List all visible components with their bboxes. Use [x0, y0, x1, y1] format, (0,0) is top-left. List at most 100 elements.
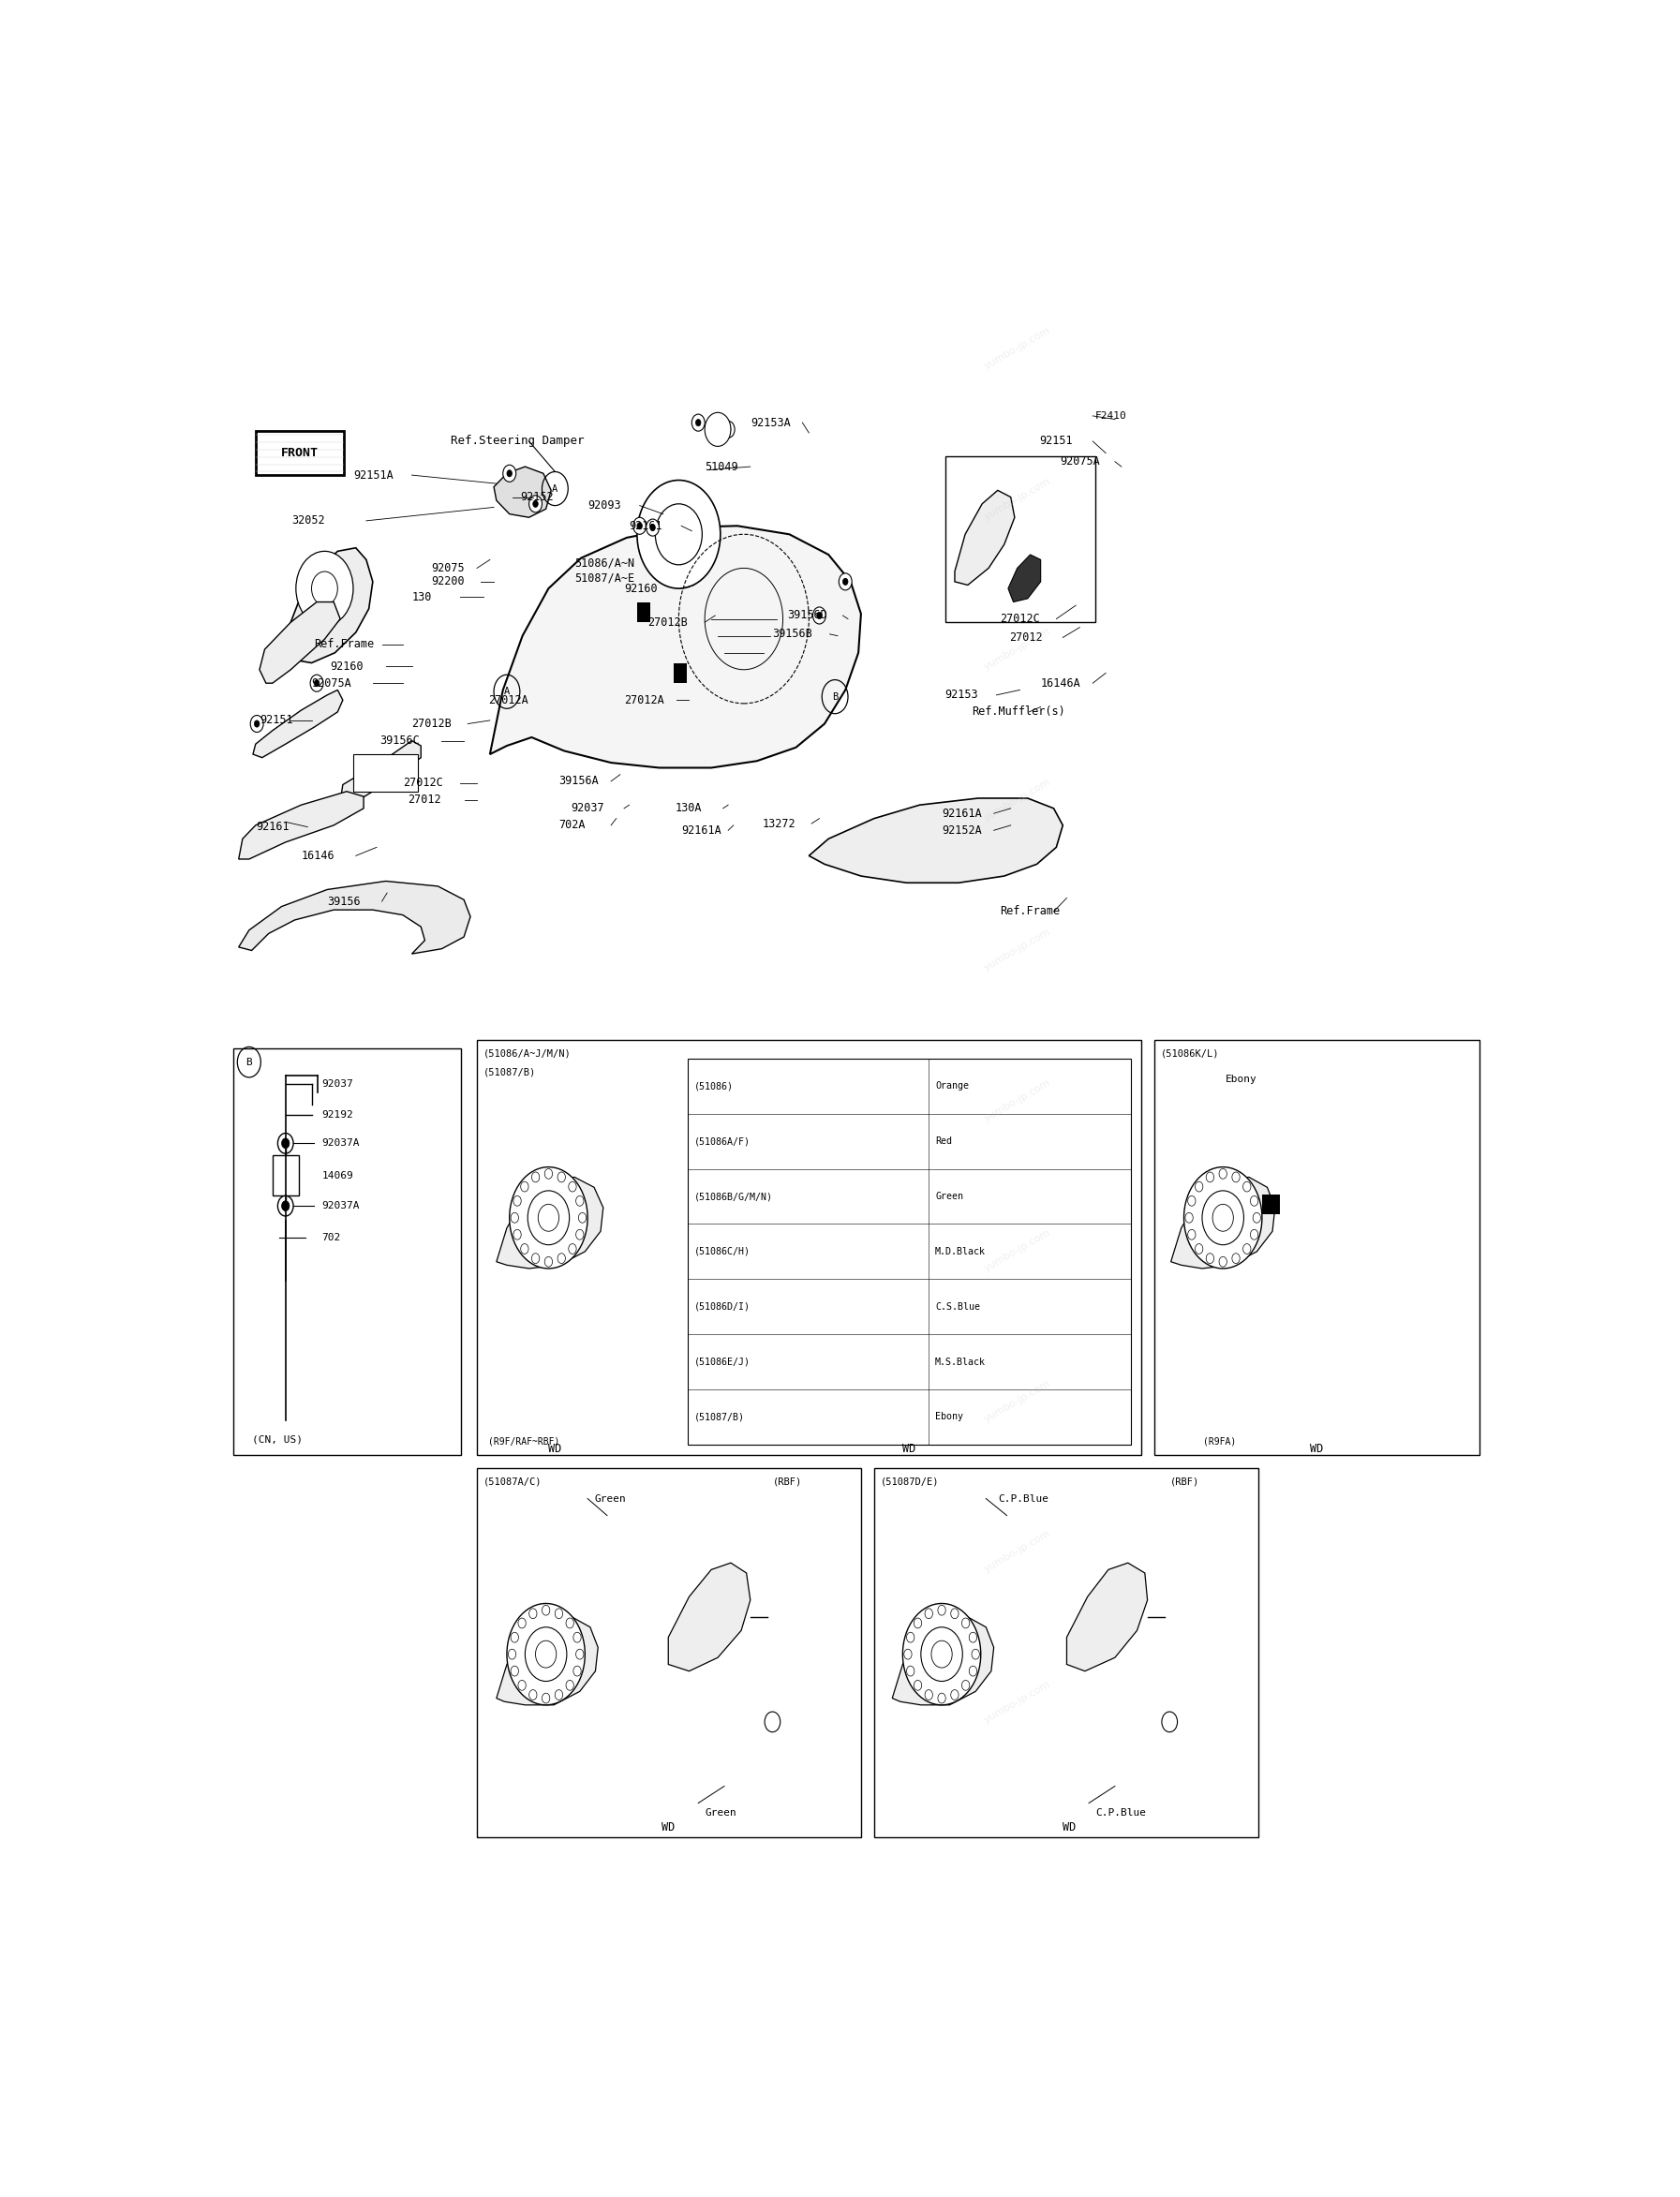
Text: 92192: 92192	[323, 1109, 353, 1118]
Text: (RBF): (RBF)	[773, 1476, 803, 1487]
Text: yumbo-jp.com: yumbo-jp.com	[983, 1077, 1052, 1123]
Circle shape	[951, 1608, 959, 1619]
Text: WD: WD	[1063, 1821, 1075, 1834]
Text: Ebony: Ebony	[1226, 1074, 1257, 1083]
Text: Ref.Muffler(s): Ref.Muffler(s)	[971, 705, 1065, 718]
Text: 92161A: 92161A	[942, 806, 981, 819]
Text: (51086C/H): (51086C/H)	[694, 1248, 751, 1257]
Circle shape	[311, 674, 323, 692]
Text: 51049: 51049	[706, 461, 738, 472]
Text: 39156: 39156	[328, 896, 361, 907]
Text: Ebony: Ebony	[936, 1413, 963, 1421]
PathPatch shape	[669, 1562, 751, 1672]
Circle shape	[514, 1230, 521, 1239]
Circle shape	[706, 413, 731, 446]
Circle shape	[1163, 1711, 1178, 1731]
Circle shape	[838, 573, 852, 591]
Circle shape	[1206, 1252, 1215, 1263]
Circle shape	[314, 679, 319, 685]
Circle shape	[914, 1681, 922, 1689]
PathPatch shape	[497, 1617, 598, 1705]
PathPatch shape	[282, 547, 373, 663]
Text: 702: 702	[323, 1233, 341, 1244]
Text: FRONT: FRONT	[281, 446, 319, 459]
Text: 13272: 13272	[763, 817, 795, 830]
Circle shape	[650, 525, 655, 532]
Circle shape	[926, 1608, 932, 1619]
Circle shape	[573, 1632, 581, 1643]
Circle shape	[254, 721, 259, 727]
Circle shape	[529, 1689, 538, 1700]
Text: 27012A: 27012A	[623, 694, 664, 705]
Text: (51087/B): (51087/B)	[484, 1068, 536, 1077]
Circle shape	[521, 1244, 529, 1254]
Circle shape	[514, 1195, 521, 1206]
Text: yumbo-jp.com: yumbo-jp.com	[983, 1529, 1052, 1573]
Text: 92200: 92200	[432, 576, 465, 589]
Bar	[874, 1468, 1258, 1837]
Circle shape	[282, 1202, 289, 1211]
Text: 92160: 92160	[623, 582, 657, 595]
Text: 14069: 14069	[323, 1171, 353, 1180]
Text: 92161: 92161	[630, 521, 662, 532]
Text: (CN, US): (CN, US)	[252, 1435, 302, 1443]
Text: 92151: 92151	[259, 714, 292, 727]
Text: Ref.Frame: Ref.Frame	[1000, 905, 1060, 918]
Circle shape	[296, 551, 353, 626]
Circle shape	[558, 1171, 566, 1182]
PathPatch shape	[259, 602, 339, 683]
PathPatch shape	[494, 466, 551, 518]
Circle shape	[554, 1608, 563, 1619]
Text: (51087D/E): (51087D/E)	[880, 1476, 939, 1487]
Circle shape	[1220, 1169, 1226, 1180]
Bar	[255, 431, 344, 475]
Circle shape	[517, 1617, 526, 1628]
Text: 27012: 27012	[1010, 631, 1043, 644]
Bar	[353, 754, 418, 791]
Text: (RBF): (RBF)	[1171, 1476, 1200, 1487]
Text: C.P.Blue: C.P.Blue	[998, 1494, 1048, 1503]
Text: 92152: 92152	[519, 490, 553, 503]
Circle shape	[722, 422, 734, 437]
Circle shape	[1184, 1167, 1262, 1268]
Text: 27012B: 27012B	[412, 718, 452, 729]
Text: Green: Green	[936, 1191, 963, 1202]
Circle shape	[637, 481, 721, 589]
Bar	[1262, 1195, 1280, 1215]
Text: yumbo-jp.com: yumbo-jp.com	[983, 1679, 1052, 1725]
Bar	[272, 1156, 299, 1195]
Bar	[674, 663, 687, 683]
Text: 92037: 92037	[571, 802, 605, 815]
Text: 27012C: 27012C	[403, 778, 444, 789]
Text: 130A: 130A	[675, 802, 702, 815]
Circle shape	[558, 1252, 566, 1263]
Bar	[946, 457, 1095, 622]
Text: (51087A/C): (51087A/C)	[484, 1476, 543, 1487]
Text: (51086/A~J/M/N): (51086/A~J/M/N)	[484, 1048, 571, 1059]
Text: (51086D/I): (51086D/I)	[694, 1303, 751, 1312]
Circle shape	[502, 466, 516, 481]
Circle shape	[969, 1632, 976, 1643]
Text: M.S.Black: M.S.Black	[936, 1358, 986, 1367]
Text: 39156C: 39156C	[380, 734, 420, 747]
Circle shape	[578, 1213, 586, 1224]
Text: WD: WD	[662, 1821, 675, 1834]
Text: WD: WD	[1310, 1443, 1324, 1454]
Text: 16146: 16146	[301, 850, 334, 861]
Text: C.P.Blue: C.P.Blue	[1095, 1808, 1146, 1817]
Circle shape	[509, 1167, 588, 1268]
Circle shape	[544, 1169, 553, 1180]
Text: F2410: F2410	[1095, 411, 1127, 420]
Circle shape	[282, 1138, 289, 1149]
Circle shape	[511, 1632, 519, 1643]
Circle shape	[764, 1711, 780, 1731]
Text: yumbo-jp.com: yumbo-jp.com	[983, 477, 1052, 521]
Text: 51087/A~E: 51087/A~E	[575, 571, 635, 584]
Circle shape	[1250, 1195, 1258, 1206]
PathPatch shape	[1171, 1178, 1275, 1268]
Text: Green: Green	[595, 1494, 625, 1503]
Text: A: A	[504, 688, 509, 696]
PathPatch shape	[254, 690, 343, 758]
Circle shape	[250, 716, 264, 732]
PathPatch shape	[1008, 554, 1040, 602]
